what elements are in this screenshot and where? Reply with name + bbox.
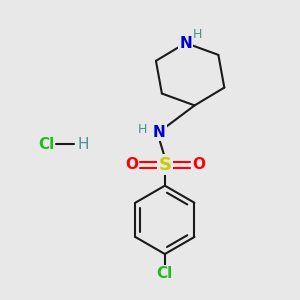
Text: N: N	[179, 35, 192, 50]
Text: H: H	[193, 28, 202, 40]
Text: N: N	[152, 125, 165, 140]
Text: O: O	[192, 158, 205, 172]
Text: Cl: Cl	[157, 266, 173, 281]
Text: O: O	[125, 158, 138, 172]
Text: S: S	[158, 156, 171, 174]
Text: H: H	[138, 123, 147, 136]
Text: H: H	[77, 136, 89, 152]
Text: Cl: Cl	[38, 136, 54, 152]
